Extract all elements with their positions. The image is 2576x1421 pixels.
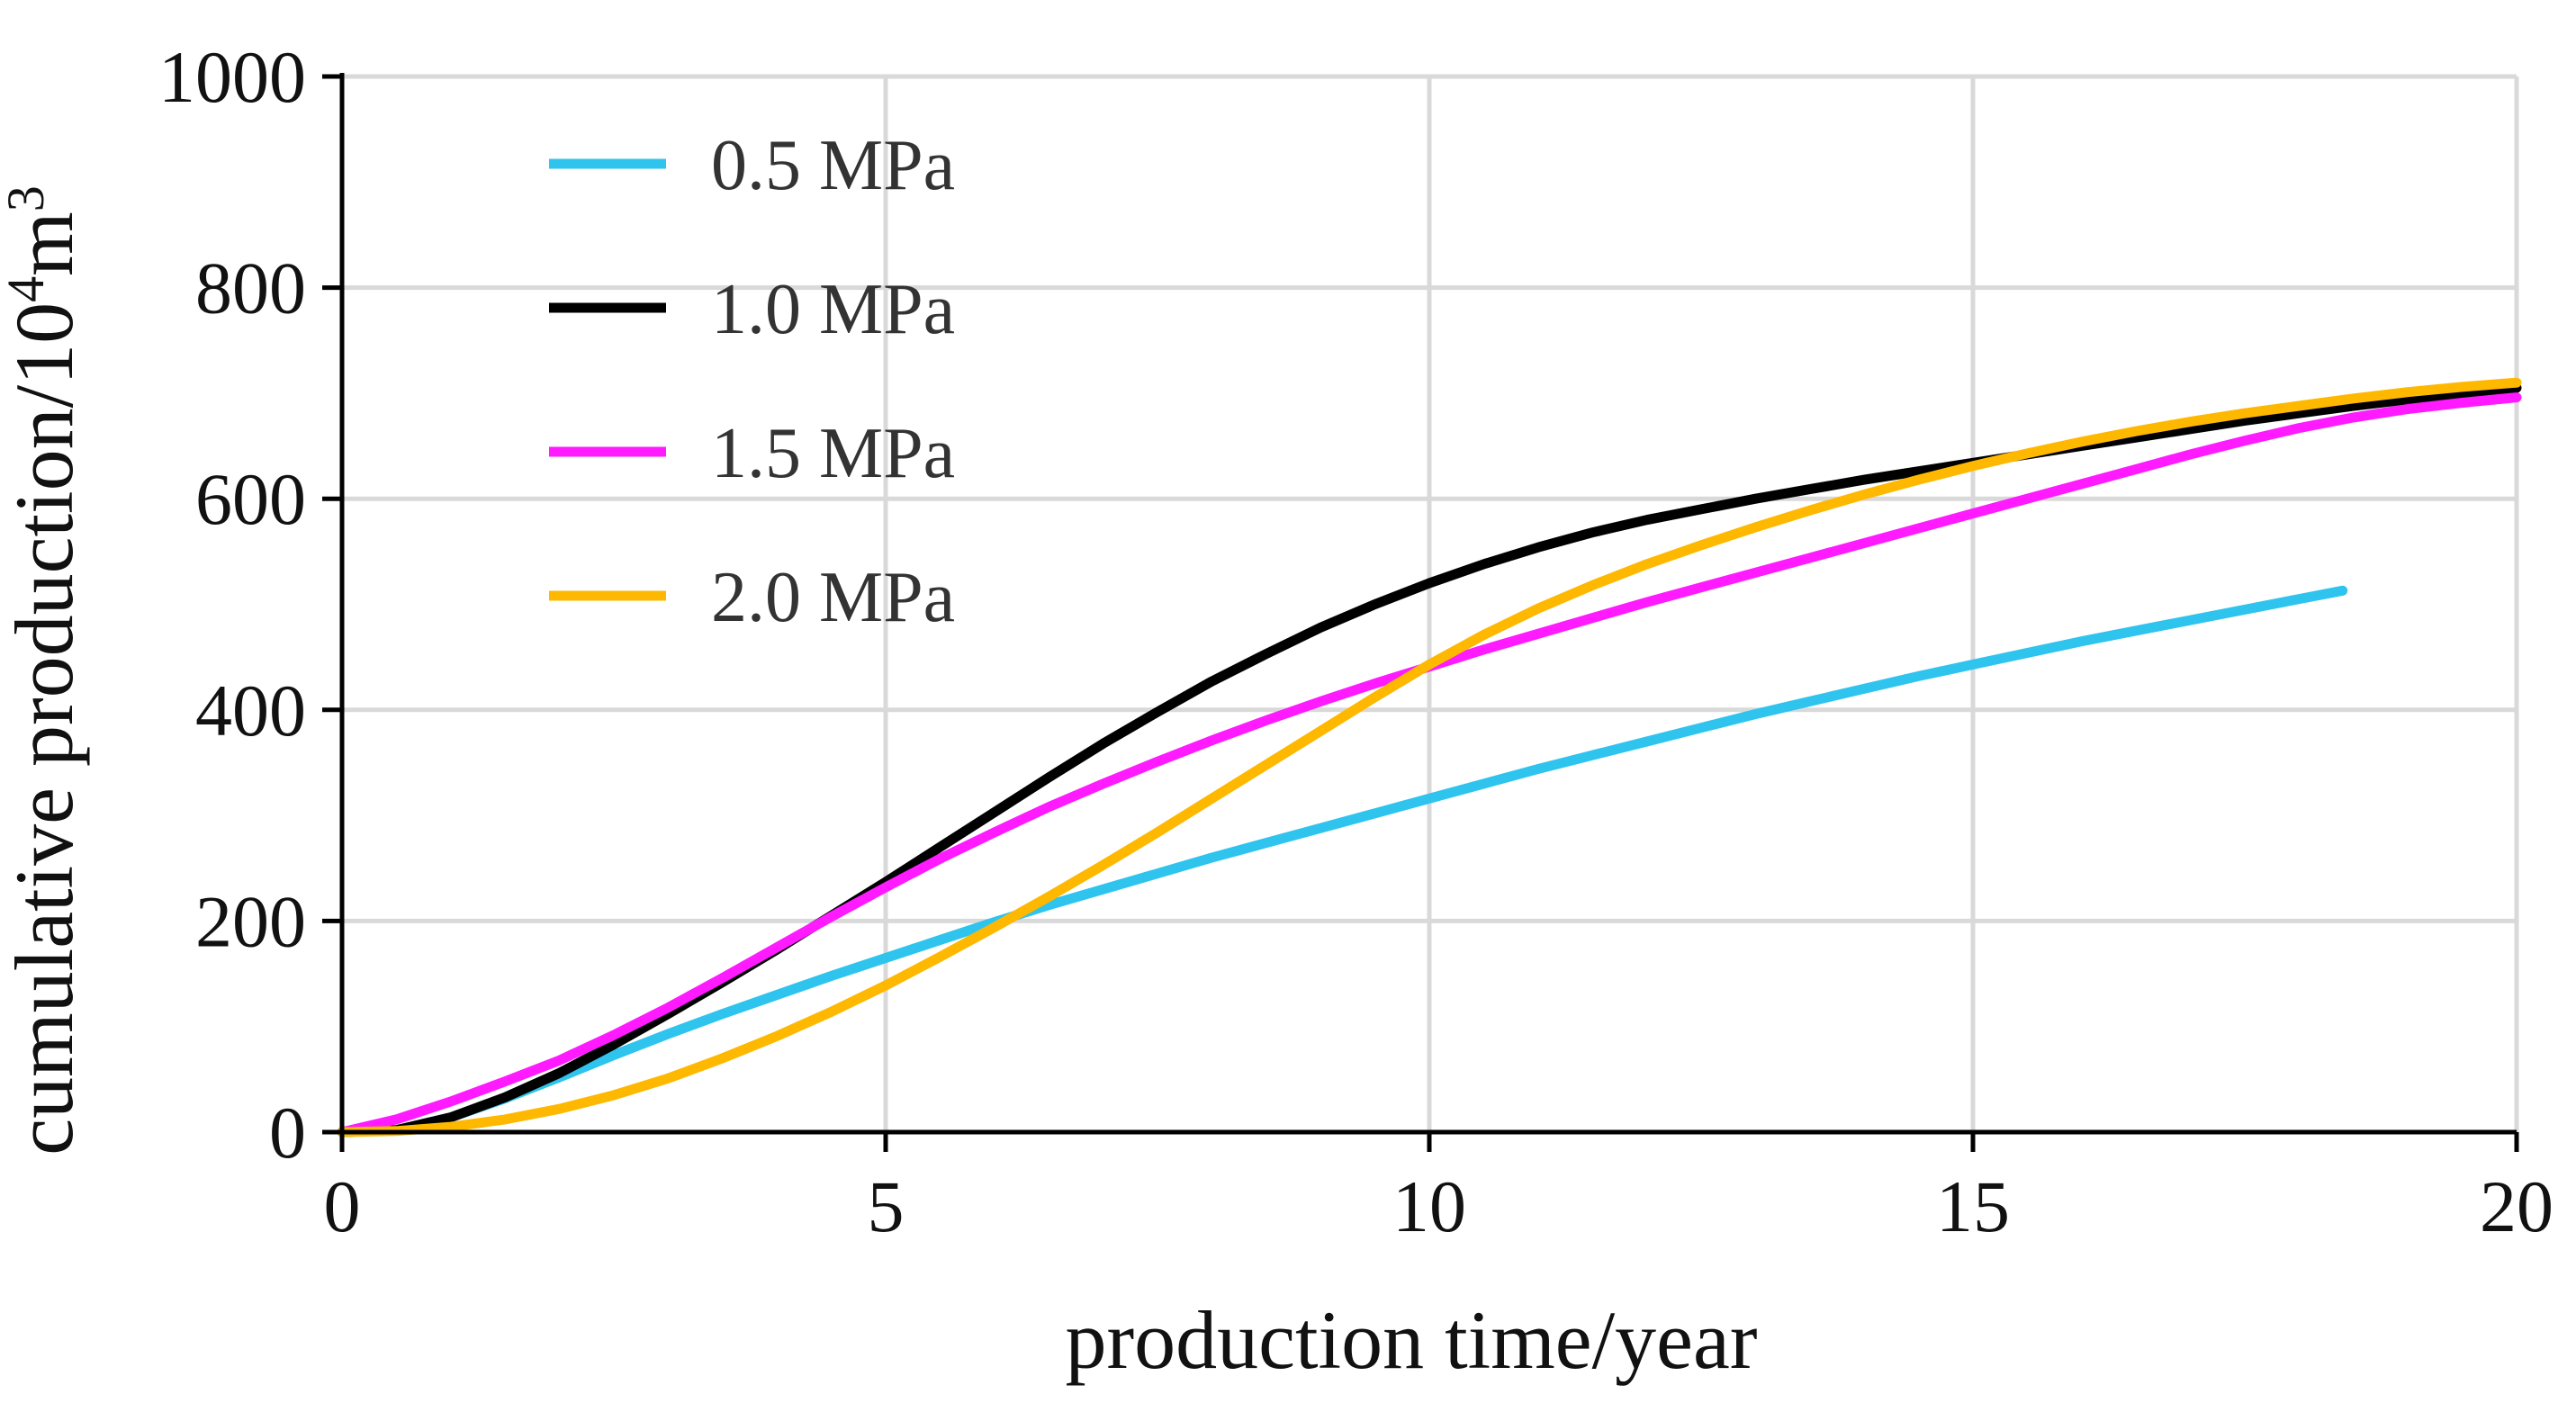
y-tick-label-400: 400 (195, 670, 306, 751)
x-tick-label-0: 0 (324, 1165, 361, 1247)
x-tick-label-15: 15 (1936, 1165, 2010, 1247)
axes-group (322, 73, 2519, 1152)
x-tick-label-20: 20 (2480, 1165, 2553, 1247)
y-tick-label-800: 800 (195, 247, 306, 329)
legend-label-2-0-mpa: 2.0 MPa (711, 558, 955, 637)
grid-lines (342, 74, 2519, 1132)
x-tick-label-10: 10 (1392, 1165, 1466, 1247)
x-tick-label-5: 5 (868, 1165, 905, 1247)
y-tick-label-1000: 1000 (158, 36, 306, 118)
series-group (337, 377, 2522, 1138)
series-line-0-5-mpa (337, 585, 2348, 1138)
y-axis-title: cumulative production/104m3 (0, 185, 90, 1155)
y-axis-title-prefix: cumulative production/10 (0, 302, 90, 1156)
y-tick-label-600: 600 (195, 458, 306, 540)
y-tick-label-200: 200 (195, 880, 306, 962)
legend-label-1-0-mpa: 1.0 MPa (711, 270, 955, 349)
x-axis-title: production time/year (1066, 1294, 1758, 1386)
y-axis-title-unit: m (0, 211, 90, 276)
y-tick-label-0: 0 (269, 1092, 306, 1174)
legend-label-1-5-mpa: 1.5 MPa (711, 414, 955, 493)
legend-label-0-5-mpa: 0.5 MPa (711, 126, 955, 205)
legend: 0.5 MPa 1.0 MPa 1.5 MPa 2.0 MPa (549, 126, 955, 637)
series-line-2-0-mpa (337, 377, 2522, 1138)
tick-labels: 0 200 400 600 800 1000 0 5 10 15 20 (158, 36, 2553, 1247)
y-axis-title-exponent: 4 (0, 276, 55, 302)
y-axis-title-unit-exponent: 3 (0, 185, 55, 211)
